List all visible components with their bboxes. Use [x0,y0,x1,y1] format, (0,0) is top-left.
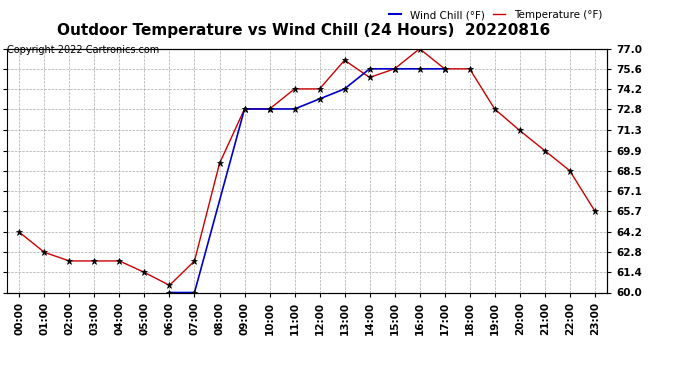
Legend: Wind Chill (°F), Temperature (°F): Wind Chill (°F), Temperature (°F) [388,10,602,20]
Text: Outdoor Temperature vs Wind Chill (24 Hours)  20220816: Outdoor Temperature vs Wind Chill (24 Ho… [57,22,550,38]
Text: Copyright 2022 Cartronics.com: Copyright 2022 Cartronics.com [7,45,159,55]
